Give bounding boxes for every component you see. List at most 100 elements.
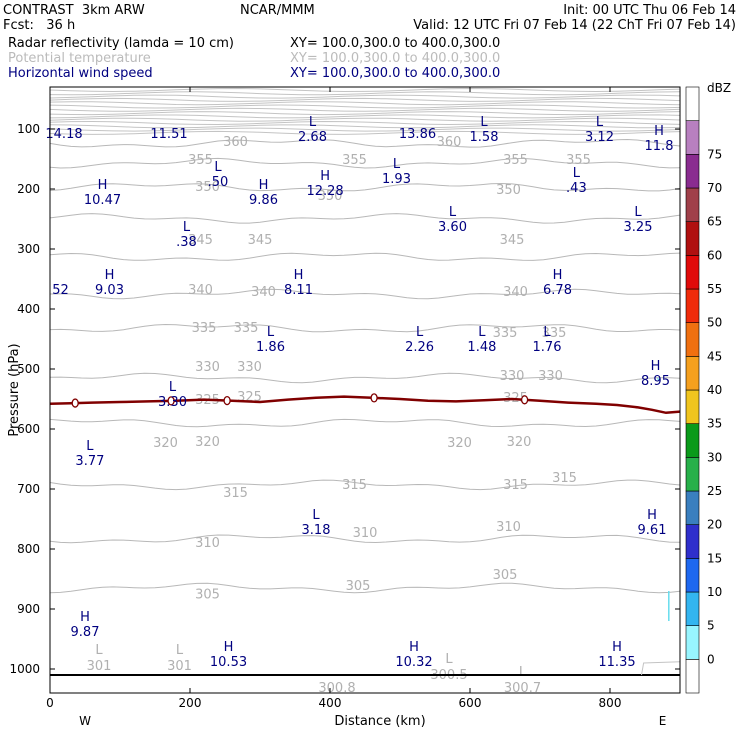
theta-contour-upper — [49, 94, 681, 99]
theta-contour-upper — [49, 130, 681, 135]
colorbar-segment — [685, 86, 700, 121]
wind-extremum-value: 11.8 — [645, 139, 674, 154]
reflectivity-contour-marker — [167, 396, 175, 406]
wind-extremum-value: 9.03 — [95, 283, 124, 298]
theta-contour-label: 310 — [353, 526, 378, 541]
wind-extremum-type: L — [183, 220, 191, 235]
colorbar-label: 60 — [707, 248, 722, 262]
wind-extremum-value: 3.12 — [585, 130, 614, 145]
theta-contour-label: 305 — [493, 568, 518, 583]
colorbar-label: 45 — [707, 349, 722, 363]
wind-extremum-type: H — [80, 610, 90, 625]
y-tick-label: 800 — [17, 542, 40, 556]
y-tick-label: 300 — [17, 242, 40, 256]
forecast-hour: Fcst: 36 h — [3, 18, 76, 33]
colorbar-label: 0 — [707, 652, 715, 666]
wind-extremum-value: 1.86 — [256, 340, 285, 355]
wind-extremum-type: L — [634, 205, 642, 220]
colorbar-unit: dBZ — [707, 81, 731, 95]
wind-extremum-value: 9.87 — [71, 625, 100, 640]
wind-extremum-type: H — [320, 169, 330, 184]
colorbar-segment — [685, 490, 700, 525]
surface-theta-value: 300.7 — [504, 681, 541, 696]
y-tick-label: 700 — [17, 482, 40, 496]
x-tick-label: 400 — [319, 696, 342, 710]
surface-theta-type: L — [95, 643, 103, 658]
colorbar-segment — [685, 288, 700, 323]
theta-contour-label: 310 — [195, 536, 220, 551]
wind-extremum-type: L — [573, 166, 581, 181]
wind-extremum-type: L — [267, 325, 275, 340]
org-label: NCAR/MMM — [240, 3, 315, 18]
colorbar-segment — [685, 221, 700, 256]
wind-extremum-value: 9.61 — [638, 523, 667, 538]
theta-contour-label: 360 — [223, 135, 248, 150]
wind-extremum-type: L — [86, 439, 94, 454]
y-tick-label: 200 — [17, 182, 40, 196]
xy-wind: XY= 100.0,300.0 to 400.0,300.0 — [290, 66, 501, 81]
colorbar-label: 15 — [707, 551, 722, 565]
wind-extremum-type: L — [480, 115, 488, 130]
surface-theta-type: L — [176, 643, 184, 658]
y-tick-label: 1000 — [9, 662, 40, 676]
wind-extremum-value: 10.32 — [395, 655, 432, 670]
east-label: E — [659, 714, 667, 728]
colorbar-label: 20 — [707, 518, 722, 532]
theta-contour-label: 345 — [248, 233, 273, 248]
wind-extremum-value: 14.18 — [45, 127, 82, 142]
wind-extremum-value: 8.95 — [641, 374, 670, 389]
colorbar-segment — [685, 423, 700, 458]
theta-contour-label: 305 — [346, 579, 371, 594]
field-theta: Potential temperature — [8, 51, 151, 66]
wind-extremum-value: 3.60 — [438, 220, 467, 235]
colorbar-segment — [685, 356, 700, 391]
theta-contour-upper — [49, 111, 681, 116]
xy-reflectivity: XY= 100.0,300.0 to 400.0,300.0 — [290, 36, 501, 51]
theta-contour-label: 330 — [237, 360, 262, 375]
wind-extremum-type: H — [553, 268, 563, 283]
theta-contour — [49, 479, 681, 491]
theta-contour-label: 320 — [447, 436, 472, 451]
colorbar-segment — [685, 187, 700, 222]
theta-contour — [49, 138, 681, 148]
surface-theta-type: L — [445, 652, 453, 667]
wind-extremum-type: H — [612, 640, 622, 655]
x-axis-title: Distance (km) — [334, 714, 425, 729]
theta-contour — [49, 213, 681, 224]
theta-contour-upper — [49, 87, 681, 93]
wind-extremum-type: L — [309, 115, 317, 130]
wind-extremum-value: 11.51 — [150, 127, 187, 142]
plot-frame — [49, 86, 681, 694]
x-tick-label: 800 — [599, 696, 622, 710]
wind-extremum-value: 1.58 — [470, 130, 499, 145]
wind-extremum-value: 3.25 — [624, 220, 653, 235]
wind-extremum-value: .38 — [176, 235, 197, 250]
y-tick-label: 100 — [17, 122, 40, 136]
theta-contour-label: 355 — [503, 153, 528, 168]
theta-contour-label: 335 — [192, 321, 217, 336]
colorbar-label: 5 — [707, 619, 715, 633]
wind-extremum-type: H — [647, 508, 657, 523]
wind-extremum-type: L — [596, 115, 604, 130]
wind-extremum-type: L — [169, 380, 177, 395]
wind-extremum-type: L — [312, 508, 320, 523]
theta-contour — [49, 534, 681, 544]
y-axis-title: Pressure (hPa) — [7, 343, 22, 436]
theta-contour-label: 315 — [223, 486, 248, 501]
theta-contour-label: 360 — [437, 135, 462, 150]
wind-extremum-type: L — [449, 205, 457, 220]
theta-contour-label: 330 — [195, 360, 220, 375]
theta-contour-label: 340 — [251, 285, 276, 300]
wind-extremum-value: 3.30 — [158, 395, 187, 410]
x-tick-label: 0 — [46, 696, 54, 710]
reflectivity-contour-marker — [223, 395, 231, 406]
theta-contour-label: 340 — [188, 283, 213, 298]
wind-extremum-value: .43 — [566, 181, 587, 196]
model-label: CONTRAST 3km ARW — [3, 3, 145, 18]
colorbar-label: 35 — [707, 417, 722, 431]
surface-theta-value: 301 — [167, 659, 192, 674]
wind-extremum-type: H — [654, 124, 664, 139]
wind-extremum-type: H — [224, 640, 234, 655]
theta-contour-label: 330 — [500, 369, 525, 384]
wind-extremum-type: L — [478, 325, 486, 340]
